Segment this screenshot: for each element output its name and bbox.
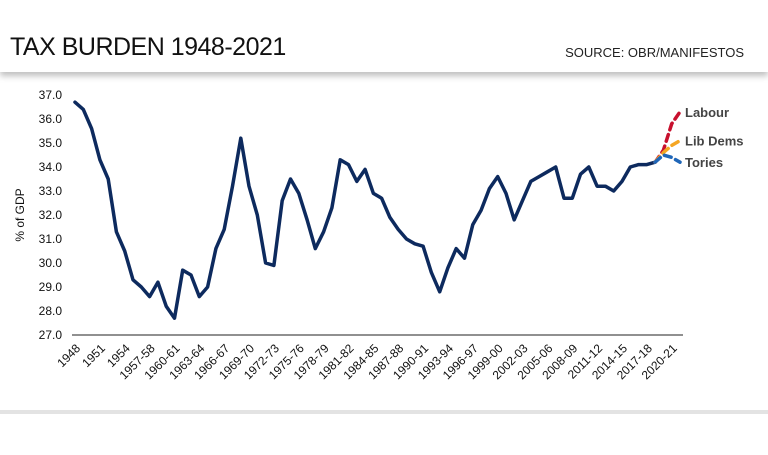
y-tick-label: 35.0 xyxy=(39,136,63,150)
series-label-tories: Tories xyxy=(685,155,723,170)
y-tick-label: 28.0 xyxy=(39,304,63,318)
y-tick-label: 37.0 xyxy=(39,88,63,102)
x-tick-label: 1951 xyxy=(79,341,108,370)
page-title: TAX BURDEN 1948-2021 xyxy=(10,33,286,61)
y-tick-label: 30.0 xyxy=(39,256,63,270)
y-axis-title: % of GDP xyxy=(13,188,27,241)
x-tick-labels: 1948195119541957-581960-611963-641966-67… xyxy=(54,341,680,382)
series-label-lib-dems: Lib Dems xyxy=(685,134,744,149)
header-band: TAX BURDEN 1948-2021 SOURCE: OBR/MANIFES… xyxy=(0,0,768,72)
series-labels: Labour Lib Dems Tories xyxy=(685,105,744,170)
y-tick-label: 29.0 xyxy=(39,280,63,294)
series-line-historical xyxy=(73,100,657,320)
plot-background xyxy=(0,72,768,412)
y-tick-label: 27.0 xyxy=(39,328,63,342)
series-lines xyxy=(73,100,682,320)
source-note: SOURCE: OBR/MANIFESTOS xyxy=(565,45,744,60)
y-axis-title-group: % of GDP xyxy=(13,188,27,241)
series-line-tories xyxy=(653,153,682,164)
footer-band xyxy=(0,414,768,455)
y-tick-label: 32.0 xyxy=(39,208,63,222)
x-tick-label: 1948 xyxy=(54,341,83,370)
y-tick-label: 36.0 xyxy=(39,112,63,126)
series-label-labour: Labour xyxy=(685,105,729,120)
y-tick-labels: 27.0 28.0 29.0 30.0 31.0 32.0 33.0 34.0 35.0 36.0… xyxy=(39,88,63,342)
bottom-divider xyxy=(0,410,768,414)
y-tick-label: 33.0 xyxy=(39,184,63,198)
y-tick-label: 34.0 xyxy=(39,160,63,174)
y-tick-label: 31.0 xyxy=(39,232,63,246)
